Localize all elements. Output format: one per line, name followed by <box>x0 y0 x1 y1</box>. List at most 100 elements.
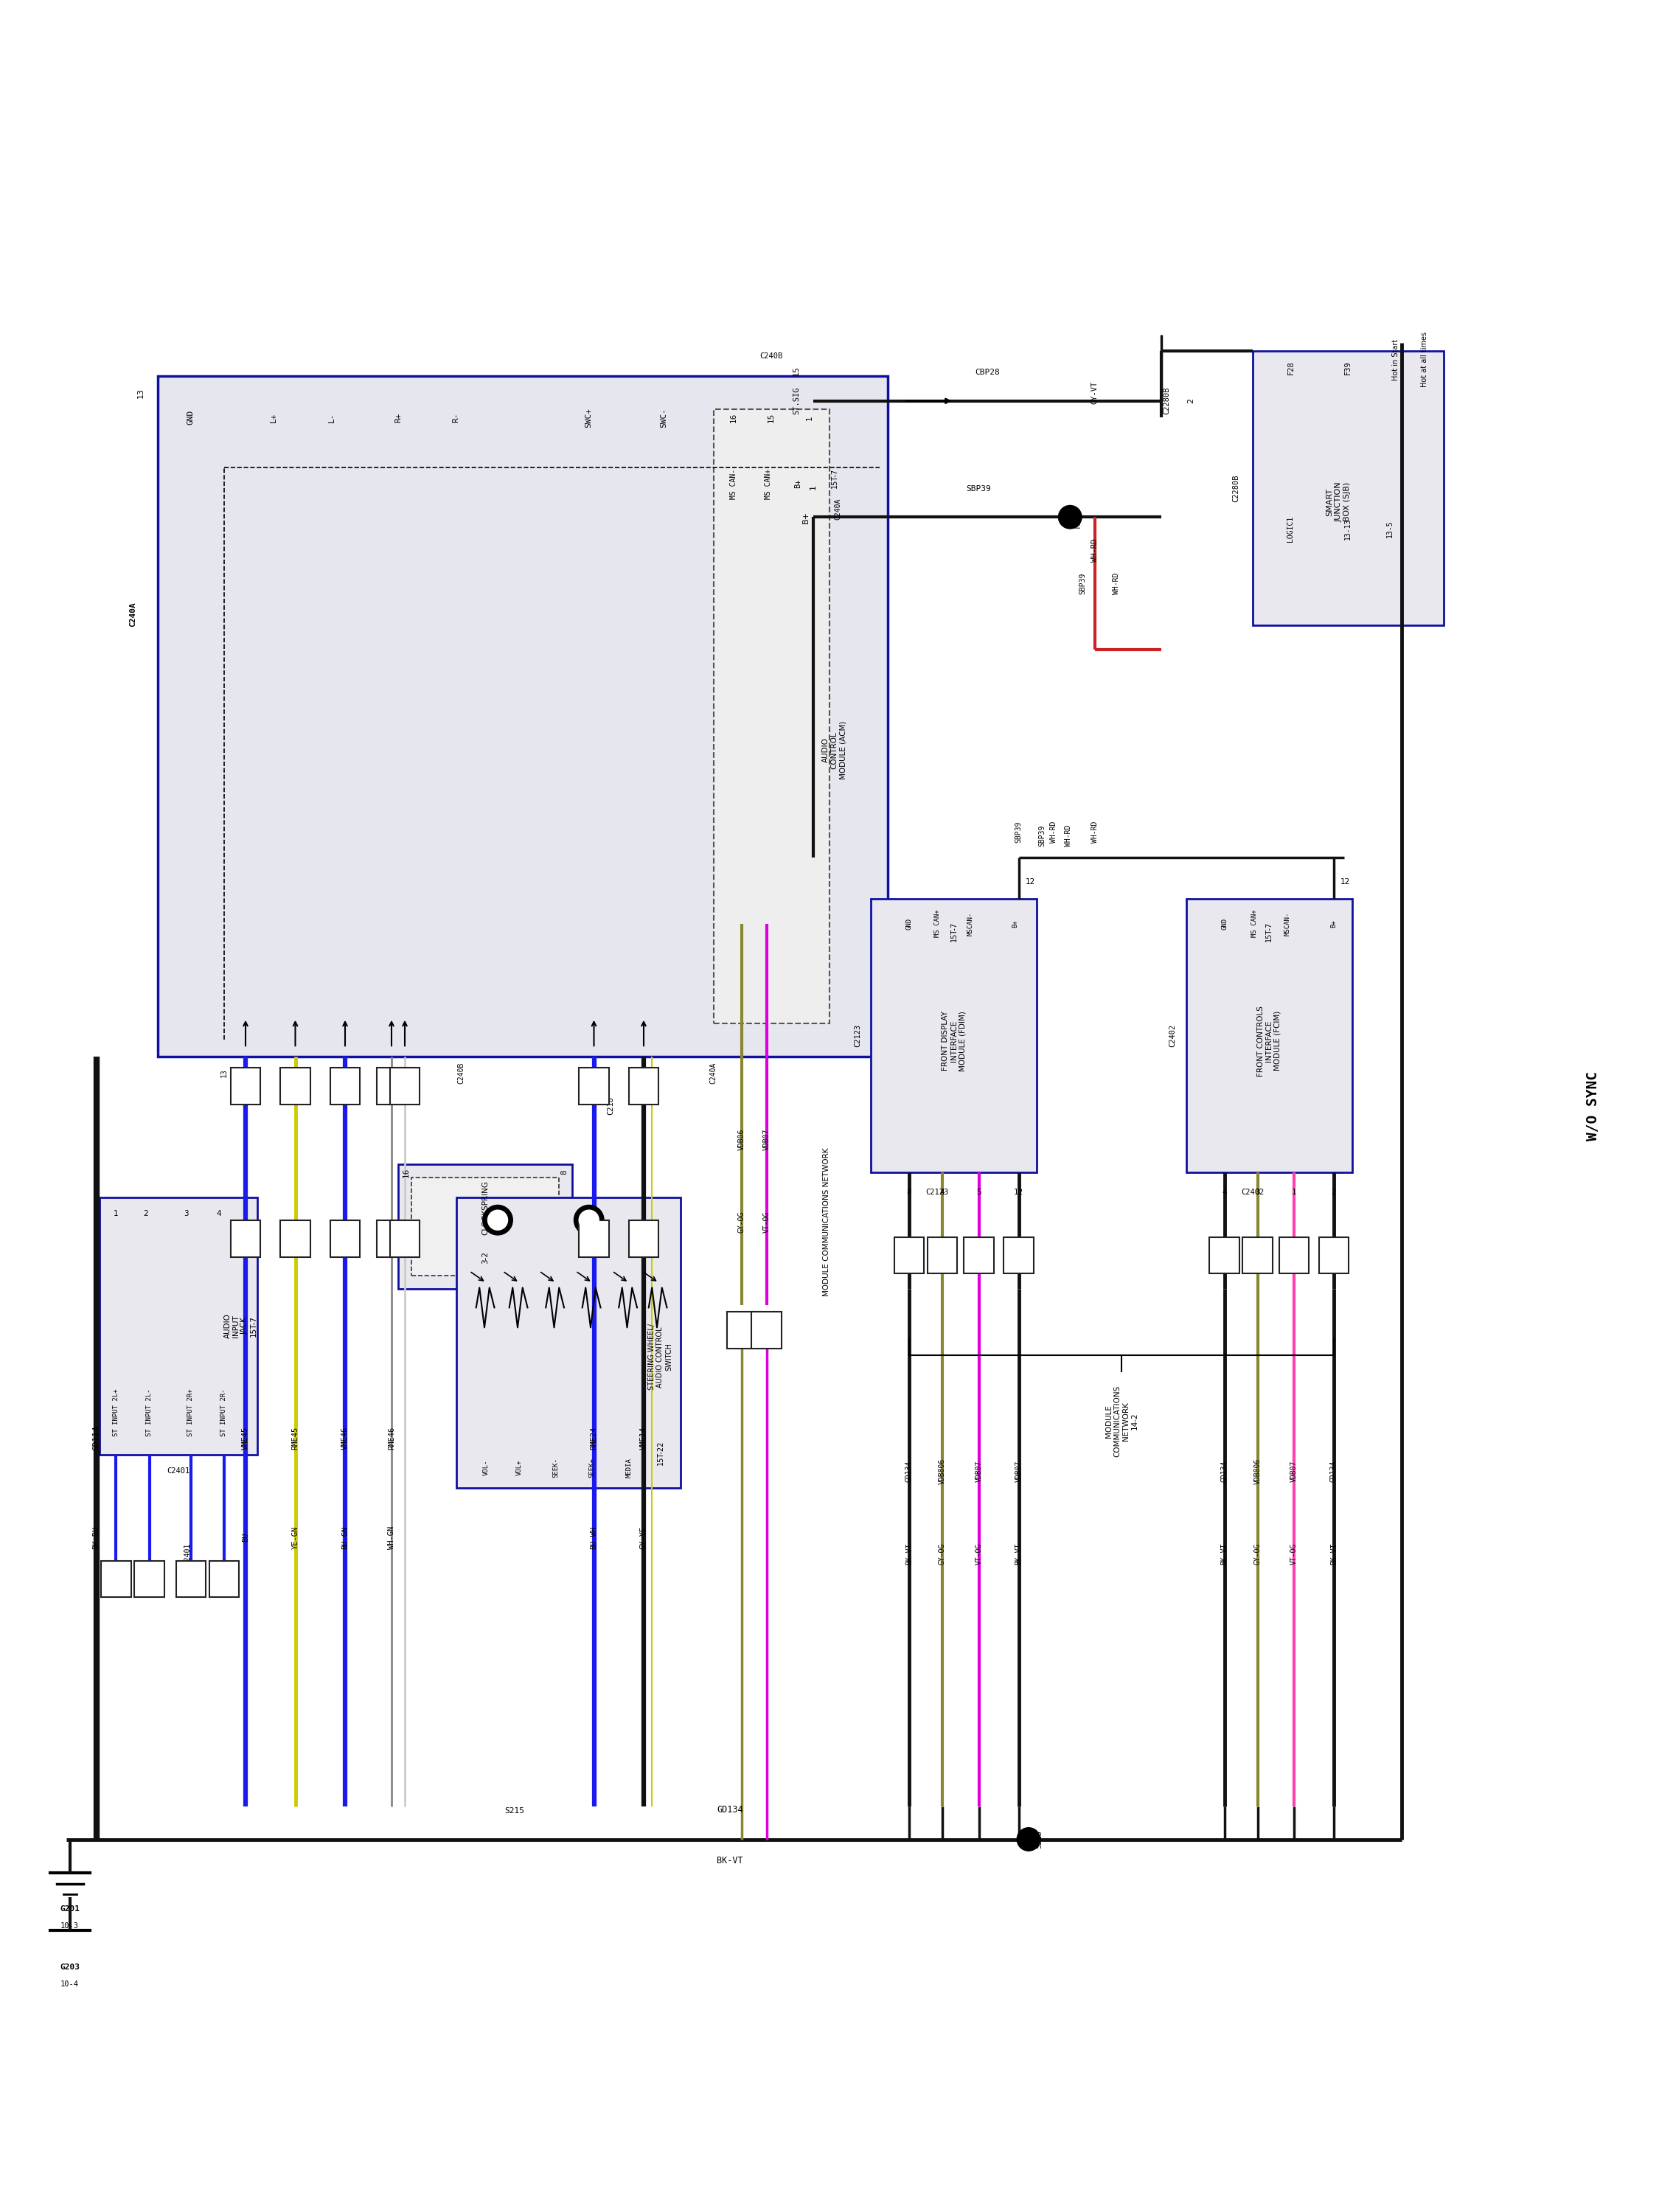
Text: GD134: GD134 <box>1331 1460 1337 1482</box>
Text: 15: 15 <box>768 414 775 422</box>
Text: VT-OG: VT-OG <box>975 1544 982 1564</box>
Text: VME14: VME14 <box>640 1427 647 1449</box>
Bar <box>1319 1237 1349 1274</box>
Text: GY-VT: GY-VT <box>1092 380 1098 405</box>
Text: CLOCKSPRING: CLOCKSPRING <box>481 1181 489 1234</box>
Text: B+: B+ <box>803 511 810 524</box>
Text: 19: 19 <box>591 1068 597 1077</box>
Text: VT-OG: VT-OG <box>1291 1544 1297 1564</box>
Text: 1: 1 <box>114 1210 118 1217</box>
Text: 3-2: 3-2 <box>481 1252 489 1263</box>
Text: C2402: C2402 <box>1170 1024 1176 1046</box>
Text: ST INPUT 2R+: ST INPUT 2R+ <box>187 1389 194 1438</box>
Text: 6: 6 <box>342 1071 348 1075</box>
Text: MODULE
COMMUNICATIONS
NETWORK
14-2: MODULE COMMUNICATIONS NETWORK 14-2 <box>1105 1385 1138 1458</box>
FancyBboxPatch shape <box>456 1197 680 1486</box>
FancyBboxPatch shape <box>100 1197 257 1455</box>
Text: FRONT DISPLAY
INTERFACE
MODULE (FDIM): FRONT DISPLAY INTERFACE MODULE (FDIM) <box>942 1011 966 1071</box>
Text: GD134: GD134 <box>717 1805 743 1814</box>
Text: 12: 12 <box>1014 1188 1024 1197</box>
Bar <box>101 1562 131 1597</box>
Text: 16: 16 <box>403 1168 410 1177</box>
Bar <box>280 1221 310 1256</box>
Circle shape <box>483 1206 513 1234</box>
Bar <box>629 1221 659 1256</box>
FancyBboxPatch shape <box>411 1177 559 1274</box>
Text: L-: L- <box>328 411 335 422</box>
Text: SMART
JUNCTION
BOX (SJB): SMART JUNCTION BOX (SJB) <box>1326 482 1350 522</box>
Text: G203: G203 <box>60 1964 80 1971</box>
Text: 5: 5 <box>977 1188 980 1197</box>
Text: SBP39: SBP39 <box>1039 825 1045 847</box>
Text: GY-OG: GY-OG <box>738 1212 745 1232</box>
Text: 2: 2 <box>144 1210 148 1217</box>
Text: 8: 8 <box>292 1071 299 1075</box>
Text: ST INPUT 2R-: ST INPUT 2R- <box>221 1389 227 1438</box>
Text: VDB06: VDB06 <box>738 1128 745 1150</box>
Text: 13: 13 <box>138 387 144 398</box>
Bar <box>330 1221 360 1256</box>
Text: 7: 7 <box>242 1071 249 1075</box>
Bar <box>209 1562 239 1597</box>
Text: MSCAN-: MSCAN- <box>1284 911 1291 936</box>
Text: C240A: C240A <box>129 602 136 626</box>
Text: C2280B: C2280B <box>1163 387 1170 416</box>
Bar <box>390 1068 420 1104</box>
Text: B+: B+ <box>795 480 801 489</box>
Text: 4: 4 <box>1223 1188 1226 1197</box>
FancyBboxPatch shape <box>1186 898 1352 1172</box>
Text: 16: 16 <box>730 414 737 422</box>
Text: C240A: C240A <box>710 1062 717 1084</box>
Text: MS CAN+: MS CAN+ <box>934 909 941 938</box>
Bar <box>1209 1237 1239 1274</box>
Bar <box>727 1312 757 1347</box>
Text: BK-VT: BK-VT <box>1331 1544 1337 1564</box>
Text: RME45: RME45 <box>292 1427 299 1449</box>
Text: SEEK-: SEEK- <box>552 1458 559 1478</box>
Text: Hot in Start: Hot in Start <box>1392 338 1399 380</box>
Bar <box>134 1562 164 1597</box>
Text: C2401: C2401 <box>168 1469 189 1475</box>
Text: 1: 1 <box>810 484 816 489</box>
FancyBboxPatch shape <box>158 376 888 1057</box>
Text: AUDIO
INPUT
JACK
15T-7: AUDIO INPUT JACK 15T-7 <box>224 1314 257 1338</box>
Text: 15T-7: 15T-7 <box>1266 922 1272 942</box>
Text: SEEK+: SEEK+ <box>589 1458 596 1478</box>
Text: FRONT CONTROLS
INTERFACE
MODULE (FCIM): FRONT CONTROLS INTERFACE MODULE (FCIM) <box>1258 1006 1281 1077</box>
Bar <box>579 1068 609 1104</box>
Text: WH-RD: WH-RD <box>1113 573 1120 595</box>
Bar <box>1004 1237 1034 1274</box>
Text: F28: F28 <box>1287 361 1294 374</box>
Bar <box>1279 1237 1309 1274</box>
Text: Hot at all times: Hot at all times <box>1420 332 1428 387</box>
Bar <box>752 1312 781 1347</box>
Text: ST INPUT 2L-: ST INPUT 2L- <box>146 1389 153 1438</box>
Text: BU-WH: BU-WH <box>591 1526 597 1548</box>
Text: 13: 13 <box>221 1068 227 1077</box>
Text: BK-BU: BK-BU <box>93 1526 100 1548</box>
Text: R-: R- <box>453 411 460 422</box>
Text: 4: 4 <box>941 1188 944 1197</box>
Text: MS CAN+: MS CAN+ <box>1251 909 1258 938</box>
Text: C2402: C2402 <box>1241 1190 1264 1197</box>
Text: 15T-7: 15T-7 <box>831 469 838 489</box>
Text: C2280B: C2280B <box>1233 473 1239 502</box>
Text: MS CAN+: MS CAN+ <box>765 469 771 500</box>
Text: BK-VT: BK-VT <box>1015 1544 1022 1564</box>
Text: ST.SIG: ST.SIG <box>793 387 800 416</box>
Text: RME24: RME24 <box>591 1427 597 1449</box>
Text: VDB07: VDB07 <box>975 1460 982 1482</box>
Bar <box>280 1068 310 1104</box>
Bar <box>231 1068 260 1104</box>
Text: SWC-: SWC- <box>660 407 667 427</box>
Text: RME46: RME46 <box>388 1427 395 1449</box>
Text: 3: 3 <box>184 1210 187 1217</box>
Text: 12: 12 <box>1340 878 1350 885</box>
Text: SWC+: SWC+ <box>586 407 592 427</box>
Text: C2123: C2123 <box>854 1024 861 1046</box>
Text: 2: 2 <box>1332 1188 1335 1197</box>
Circle shape <box>1058 507 1082 529</box>
Text: BK-VT: BK-VT <box>1221 1544 1228 1564</box>
Text: 12: 12 <box>1025 878 1035 885</box>
Text: 10-4: 10-4 <box>60 1980 80 1989</box>
